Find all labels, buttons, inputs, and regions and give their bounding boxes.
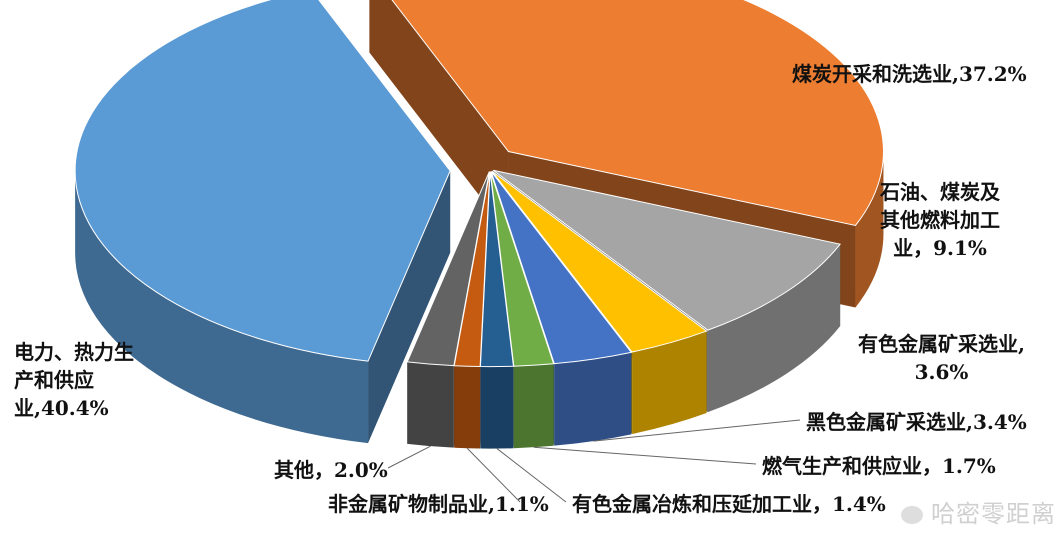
watermark: 哈密零距离 xyxy=(901,494,1056,529)
slice-side-6 xyxy=(480,366,514,449)
leader-line-4 xyxy=(593,419,801,442)
slice-label-other: 其他，2.0% xyxy=(274,458,388,482)
slice-2 xyxy=(492,169,842,331)
slice-side-2 xyxy=(707,244,841,413)
slice-side-4 xyxy=(554,352,632,446)
slice-label-electricity: 电力、热力生 产和供应 业,40.4% xyxy=(14,340,134,420)
slice-wall-1 xyxy=(369,0,509,234)
slice-side-7 xyxy=(454,365,481,449)
slice-label-nonmetal: 非金属矿物制品业,1.1% xyxy=(328,492,549,516)
slice-wall-0 xyxy=(368,170,451,444)
slice-side-8 xyxy=(407,361,454,448)
wechat-icon xyxy=(901,506,923,524)
slice-label-coal-mining: 煤炭开采和洗选业,37.2% xyxy=(792,62,1027,86)
slice-side-1 xyxy=(855,151,884,308)
slice-label-nonferrous-mining: 有色金属矿采选业, 3.6% xyxy=(858,332,1025,384)
leader-line-8 xyxy=(387,445,431,469)
slice-side-5 xyxy=(513,363,554,449)
slice-3 xyxy=(491,170,708,353)
slice-label-ferrous-mining: 黑色金属矿采选业,3.4% xyxy=(806,410,1027,434)
slice-label-gas: 燃气生产和供应业，1.7% xyxy=(762,454,996,478)
slice-side-0 xyxy=(75,170,369,444)
slice-1 xyxy=(391,0,884,227)
slice-side-3 xyxy=(632,331,707,435)
leader-line-5 xyxy=(533,446,757,465)
slice-4 xyxy=(490,171,633,365)
slice-8 xyxy=(406,171,490,367)
slice-0 xyxy=(74,0,451,362)
leader-line-6 xyxy=(496,448,567,503)
slice-label-nonferrous-smelting: 有色金属冶炼和压延加工业，1.4% xyxy=(572,492,886,516)
slice-label-petroleum: 石油、煤炭及 其他燃料加工 业，9.1% xyxy=(880,180,1000,260)
leader-line-7 xyxy=(466,447,521,503)
